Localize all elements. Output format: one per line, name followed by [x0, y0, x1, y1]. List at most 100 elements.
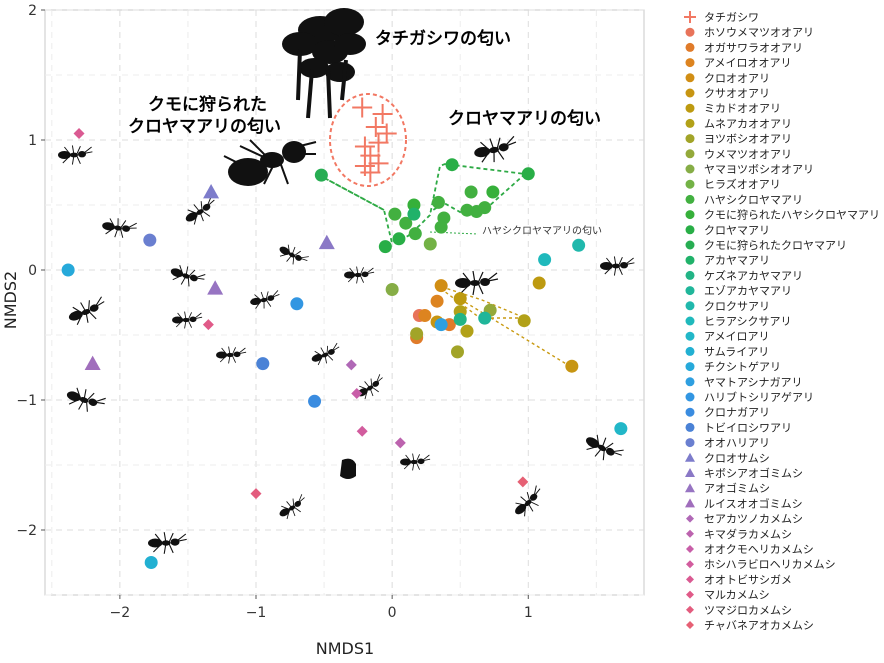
- legend-marker: [685, 422, 695, 432]
- legend-label: チクシトゲアリ: [704, 361, 781, 374]
- data-point: [394, 437, 406, 449]
- legend-label: アメイロオオアリ: [704, 57, 791, 70]
- data-point: [372, 104, 393, 124]
- data-point: [517, 314, 531, 328]
- plant-silhouette: [282, 8, 366, 119]
- data-point: [314, 168, 328, 182]
- ant-silhouette: [279, 244, 309, 265]
- data-point: [538, 253, 552, 267]
- legend-marker: [685, 73, 695, 83]
- y-tick-label: 0: [28, 263, 37, 279]
- x-tick-label: 1: [524, 605, 533, 621]
- legend-label: チャバネアオカメムシ: [704, 619, 814, 632]
- legend-label: キマダラカメムシ: [704, 527, 792, 541]
- legend-label: クロヤマアリ: [704, 224, 770, 237]
- data-point: [517, 476, 529, 488]
- data-point: [376, 123, 397, 144]
- data-point: [354, 136, 375, 157]
- legend-marker: [685, 58, 695, 68]
- legend-label: ムネアカオオアリ: [704, 117, 792, 130]
- legend-label: ルイスオオゴミムシ: [704, 496, 803, 510]
- data-point: [202, 319, 214, 331]
- legend-marker: [685, 164, 695, 174]
- kuroyama-hull-edge: [316, 173, 385, 211]
- data-point: [360, 162, 381, 183]
- legend-marker: [685, 407, 695, 417]
- data-point: [408, 227, 422, 241]
- data-point: [388, 207, 402, 221]
- kuroyama-hull: [316, 163, 528, 245]
- legend-marker: [686, 605, 694, 614]
- legend-marker: [685, 316, 695, 326]
- data-point: [290, 297, 304, 311]
- data-point: [434, 318, 448, 332]
- legend-marker: [686, 560, 694, 569]
- legend-label: クロクサアリ: [704, 300, 770, 313]
- legend-label: クサオオアリ: [704, 87, 770, 100]
- data-point: [345, 359, 357, 371]
- legend-label: ケズネアカヤマアリ: [704, 268, 803, 282]
- data-point: [352, 97, 373, 118]
- data-point: [407, 198, 421, 212]
- data-point: [450, 345, 464, 359]
- legend-label: エゾアカヤマアリ: [704, 285, 792, 298]
- data-point: [453, 292, 467, 306]
- legend-marker: [685, 331, 695, 341]
- legend-label: キボシアオゴミムシ: [704, 466, 803, 480]
- data-point: [143, 233, 157, 247]
- legend-label: ヤマヨツボシオオアリ: [704, 163, 814, 176]
- legend-label: ヤマトアシナガアリ: [704, 376, 803, 389]
- beetle-silhouette: [340, 458, 356, 479]
- data-point: [368, 153, 389, 174]
- data-point: [460, 324, 474, 338]
- data-point: [423, 237, 437, 251]
- data-point: [486, 185, 500, 199]
- cluster-overlays: [316, 93, 569, 366]
- legend-label: マルカメムシ: [704, 589, 770, 602]
- data-point: [478, 201, 492, 215]
- ant-silhouette: [250, 290, 280, 309]
- insect-silhouettes: [58, 8, 635, 554]
- data-point: [84, 355, 101, 370]
- ant-silhouette: [185, 196, 215, 225]
- legend-label: オオハリアリ: [704, 437, 770, 450]
- data-point: [351, 388, 363, 399]
- data-point: [614, 422, 628, 436]
- x-tick-label: −2: [110, 605, 131, 621]
- legend-label: オオトビサシガメ: [704, 573, 792, 586]
- legend-label: ヒラアシクサアリ: [704, 315, 792, 328]
- legend-marker: [686, 590, 694, 599]
- legend-marker: [685, 346, 695, 356]
- data-point: [464, 185, 478, 199]
- legend-label: ホシハラビロヘリカメムシ: [704, 558, 836, 571]
- data-point: [365, 117, 386, 137]
- ant-silhouette: [474, 135, 517, 163]
- ant-silhouette: [586, 434, 624, 461]
- data-point: [431, 195, 445, 209]
- data-point: [565, 359, 579, 373]
- legend-marker: [685, 42, 695, 52]
- legend-label: アメイロアリ: [704, 330, 769, 343]
- legend-marker: [685, 468, 695, 477]
- data-point: [418, 309, 432, 322]
- data-point: [392, 232, 406, 246]
- legend-marker: [685, 498, 695, 508]
- ant-silhouette: [515, 485, 541, 517]
- ant-silhouette: [102, 218, 137, 238]
- legend-marker: [686, 545, 694, 553]
- legend-marker: [686, 621, 694, 629]
- legend-marker: [684, 11, 696, 23]
- ant-silhouette: [148, 532, 187, 554]
- ant-silhouette: [400, 453, 431, 471]
- data-point: [399, 216, 413, 230]
- legend-label: ヒラズオオアリ: [704, 177, 781, 191]
- legend-marker: [686, 514, 694, 523]
- legend-marker: [685, 210, 695, 220]
- data-point: [445, 158, 459, 172]
- legend-marker: [685, 88, 695, 98]
- ant-silhouette: [216, 346, 247, 364]
- y-tick-label: 2: [28, 3, 37, 19]
- legend-marker: [685, 483, 695, 493]
- data-point: [434, 220, 448, 234]
- legend-marker: [686, 575, 694, 584]
